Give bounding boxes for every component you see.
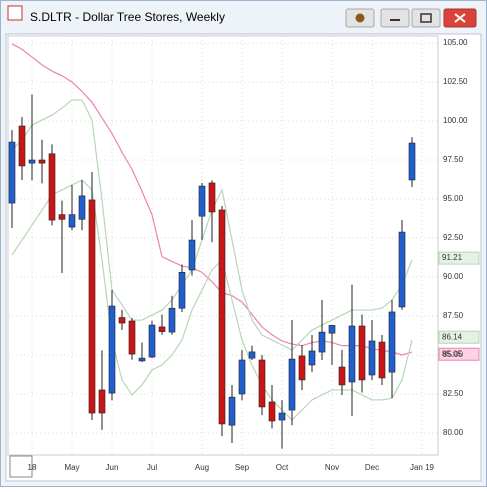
candle-body (158, 326, 166, 332)
candle-body (108, 305, 116, 394)
candle-body (328, 325, 336, 334)
candle-body (288, 358, 296, 411)
candle-body (198, 185, 206, 217)
candle-body (8, 141, 16, 204)
app-icon (7, 5, 23, 21)
restore-button[interactable] (411, 8, 441, 28)
candle-body (68, 214, 76, 228)
candle-body (378, 341, 386, 379)
candle-body (358, 325, 366, 381)
x-tick-label: Jun (106, 463, 119, 472)
candle-body (118, 317, 126, 324)
corner-box[interactable] (9, 455, 33, 478)
minimize-icon (390, 19, 400, 21)
end-value-box (438, 330, 480, 344)
candle-body (228, 396, 236, 426)
candle-body (338, 366, 346, 386)
end-value-label: 91.21 (442, 253, 463, 262)
candle-body (98, 389, 106, 414)
candle-body (278, 412, 286, 421)
y-tick-label: 105.00 (443, 38, 468, 47)
candle-body (48, 153, 56, 221)
y-tick-label: 90.00 (443, 272, 464, 281)
x-tick-label: 18 (28, 463, 37, 472)
candle-body (248, 351, 256, 359)
indicator-line (11, 43, 413, 356)
end-value-label: 86.14 (442, 332, 463, 341)
candle-body (178, 272, 186, 309)
x-tick-label: Jan 19 (410, 463, 435, 472)
candle-body (258, 359, 266, 408)
candle-body (388, 311, 396, 373)
candle-body (188, 239, 196, 271)
minimize-button[interactable] (380, 8, 410, 28)
candle-body (148, 324, 156, 358)
candle-body (308, 350, 316, 366)
candle-body (58, 214, 66, 220)
y-tick-label: 97.50 (443, 155, 464, 164)
y-tick-label: 95.00 (443, 194, 464, 203)
y-tick-label: 87.50 (443, 311, 464, 320)
restore-icon (420, 13, 432, 23)
x-tick-label: Aug (195, 463, 209, 472)
candle-body (298, 355, 306, 381)
x-tick-label: Dec (365, 463, 379, 472)
y-tick-label: 80.00 (443, 428, 464, 437)
candle-body (18, 125, 26, 167)
window-title: S.DLTR - Dollar Tree Stores, Weekly (30, 10, 225, 24)
candle-body (88, 199, 96, 414)
y-tick-label: 82.50 (443, 389, 464, 398)
candle-body (268, 401, 276, 422)
y-tick-label: 92.50 (443, 233, 464, 242)
x-tick-label: Oct (276, 463, 289, 472)
indicator-line (11, 179, 413, 421)
candle-body (368, 340, 376, 376)
candle-body (168, 307, 176, 333)
candle-body (218, 209, 226, 425)
x-tick-label: Nov (325, 463, 339, 472)
y-tick-label: 85.00 (443, 350, 464, 359)
candle-body (408, 142, 416, 181)
end-value-box (438, 251, 480, 265)
end-value-box (438, 347, 480, 361)
y-tick-label: 102.50 (443, 77, 468, 86)
x-tick-label: Jul (147, 463, 157, 472)
link-dot (355, 13, 365, 23)
candle-body (138, 357, 146, 362)
candle-body (28, 159, 36, 164)
candle-body (38, 159, 46, 164)
close-icon (454, 13, 466, 23)
candle-body (208, 182, 216, 213)
y-tick-label: 100.00 (443, 116, 468, 125)
candle-body (128, 320, 136, 355)
end-value-label: 85.05 (442, 349, 463, 358)
candle-body (398, 231, 406, 308)
x-tick-label: Sep (235, 463, 250, 472)
x-tick-label: May (64, 463, 79, 472)
candle-body (318, 331, 326, 353)
candle-body (238, 359, 246, 395)
candle-body (78, 195, 86, 220)
candle-body (348, 325, 356, 383)
